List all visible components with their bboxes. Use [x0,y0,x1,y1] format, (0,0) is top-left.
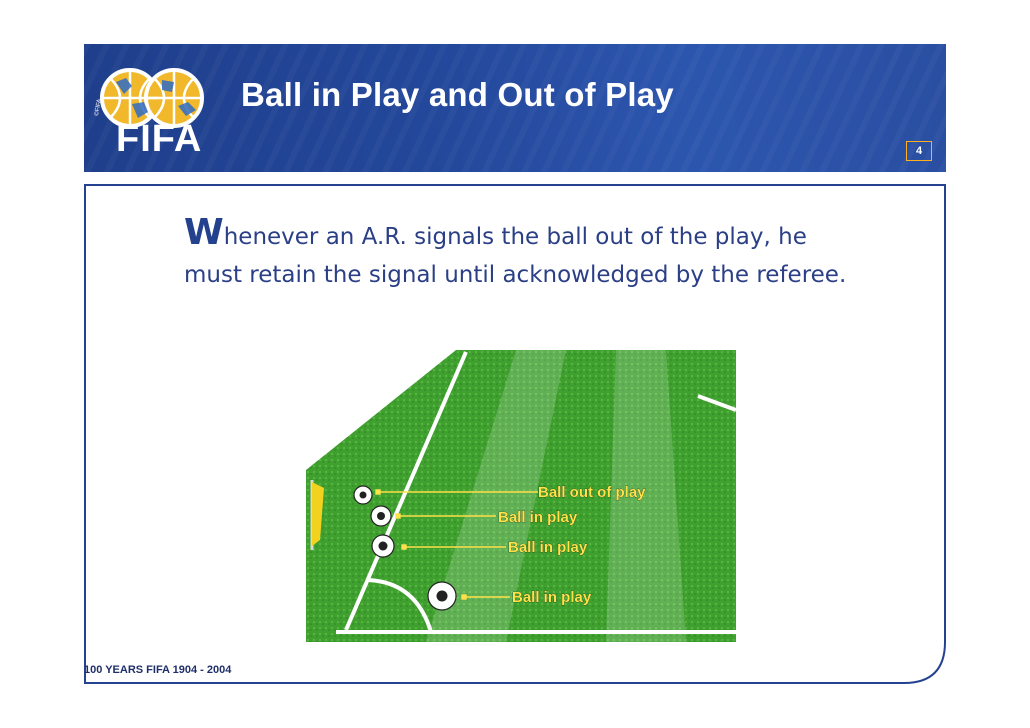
label-ball-in-play-1: Ball in play [498,509,578,526]
corner-illustration: Ball out of play Ball in play Ball in pl… [306,350,736,642]
body-line-2: must retain the signal until acknowledge… [184,262,847,288]
soccer-ball-icons [353,485,457,611]
page-title: Ball in Play and Out of Play [241,76,674,113]
dropcap-letter: W [184,212,224,253]
pitch-lines [336,351,736,634]
body-paragraph: Whenever an A.R. signals the ball out of… [184,214,924,294]
fifa-globes-logo: ©FIFA [93,68,204,128]
fifa-wordmark: FIFA [116,118,203,160]
svg-text:©FIFA: ©FIFA [93,98,103,116]
corner-flag-icon [310,480,324,550]
grass-field [306,350,736,642]
label-ball-in-play-3: Ball in play [512,589,592,606]
footer-text: 100 YEARS FIFA 1904 - 2004 [84,664,232,676]
label-ball-in-play-2: Ball in play [508,539,588,556]
label-ball-out-of-play: Ball out of play [538,484,646,501]
page-number: 4 [906,141,932,161]
body-line-1: henever an A.R. signals the ball out of … [223,224,807,250]
slide-header: ©FIFA FIFA Ball in Play and Out of Play … [84,44,946,172]
